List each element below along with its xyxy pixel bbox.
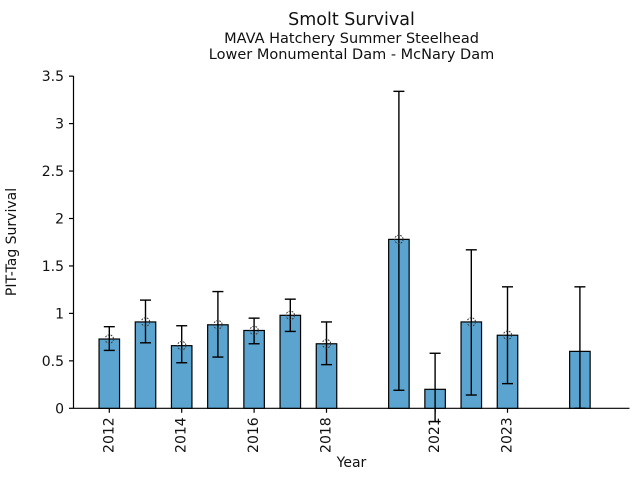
marker-circle-2013 — [140, 317, 151, 327]
y-tick-label-2: 2 — [55, 212, 64, 228]
chart-title-block: Smolt Survival MAVA Hatchery Summer Stee… — [73, 9, 630, 63]
marker-circle-2015 — [213, 320, 223, 330]
marker-circle-2017 — [285, 310, 295, 320]
x-tick-label-2014: 2014 — [174, 417, 190, 453]
y-tick-label-1: 1 — [55, 306, 64, 322]
y-tick-label-0.5: 0.5 — [42, 354, 64, 370]
x-tick-label-2021: 2021 — [427, 417, 443, 453]
x-axis-label: Year — [336, 455, 367, 471]
marker-circle-2014 — [177, 340, 187, 351]
y-tick-label-3: 3 — [55, 117, 64, 133]
chart-subtitle-2: Lower Monumental Dam - McNary Dam — [208, 47, 495, 63]
marker-circle-2023 — [502, 330, 513, 340]
x-tick-label-2023: 2023 — [500, 417, 516, 453]
marker-circle-2016 — [249, 325, 259, 336]
y-tick-label-0: 0 — [55, 401, 64, 417]
x-tick-label-2012: 2012 — [101, 417, 117, 453]
y-tick-label-3.5: 3.5 — [42, 69, 64, 85]
marker-circle-2020 — [394, 234, 404, 245]
x-tick-label-2018: 2018 — [319, 417, 335, 453]
y-tick-label-2.5: 2.5 — [42, 164, 64, 180]
marker-circle-2018 — [321, 339, 332, 349]
y-tick-label-1.5: 1.5 — [42, 259, 64, 275]
chart-subtitle-1: MAVA Hatchery Summer Steelhead — [224, 31, 479, 47]
chart-title: Smolt Survival — [288, 10, 415, 30]
marker-circle-2022 — [466, 317, 476, 327]
x-tick-label-2016: 2016 — [246, 417, 262, 453]
y-axis-label: PIT-Tag Survival — [4, 188, 20, 296]
marker-circle-2012 — [104, 334, 115, 344]
